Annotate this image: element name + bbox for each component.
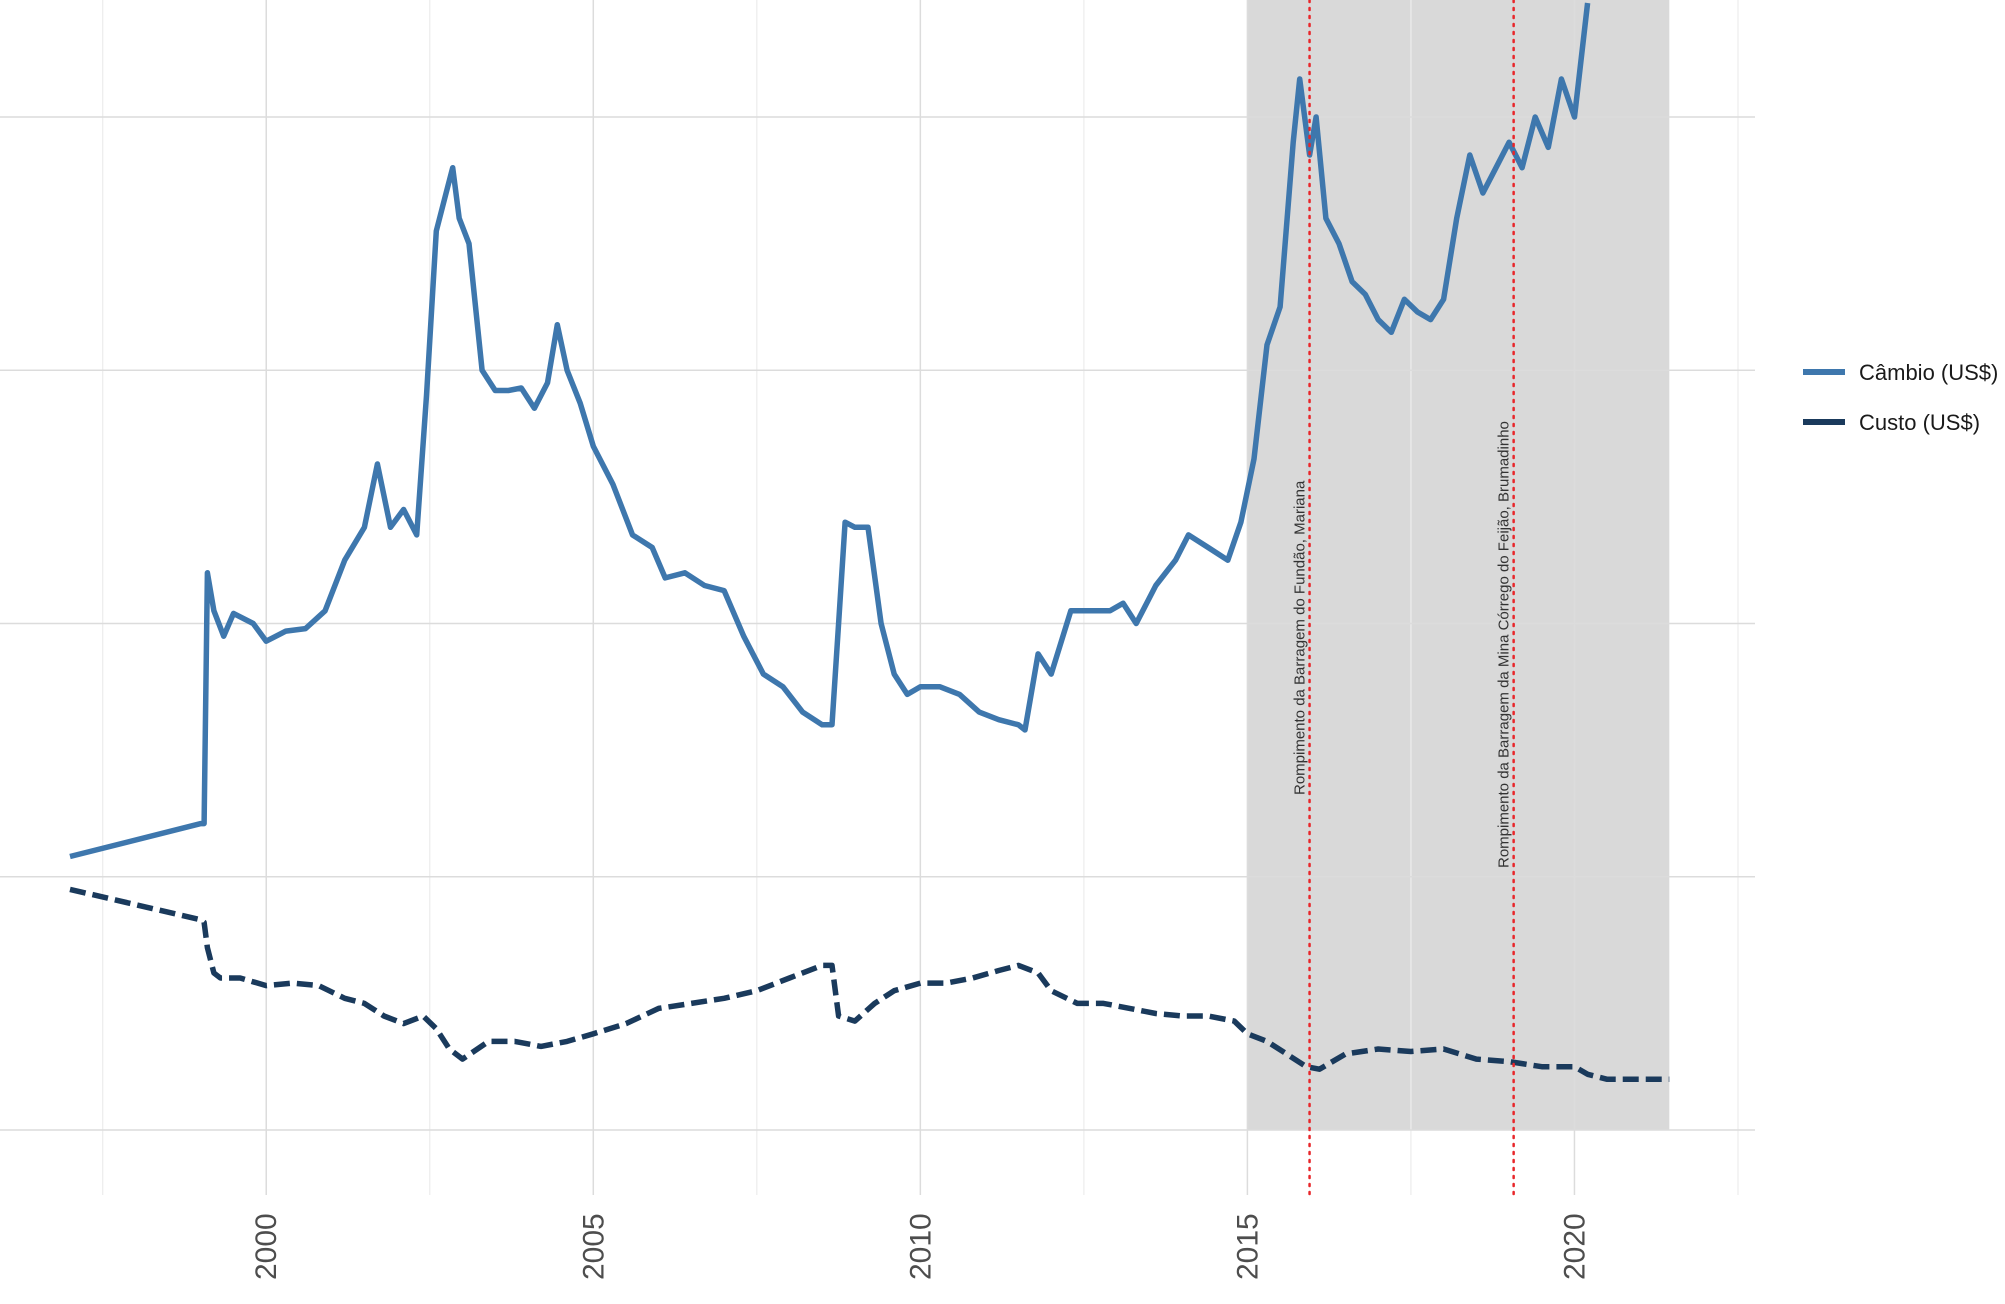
- x-tick-label: 2005: [577, 1213, 610, 1280]
- legend-label: Custo (US$): [1859, 410, 1980, 435]
- legend-item: Custo (US$): [1803, 410, 1980, 435]
- legend-label: Câmbio (US$): [1859, 360, 1998, 385]
- series-layer: [69, 2, 1670, 1083]
- event-annotations-layer: Rompimento da Barragem do Fundão, Marian…: [1292, 421, 1513, 868]
- series-line-cambio: [69, 2, 1591, 860]
- event-annotation: Rompimento da Barragem da Mina Córrego d…: [1496, 421, 1513, 868]
- event-lines-layer: [1308, 0, 1515, 1197]
- minor-grid: [102, 0, 1739, 1195]
- legend: Câmbio (US$) Custo (US$): [1803, 360, 1998, 435]
- x-tick-label: 2000: [250, 1213, 283, 1280]
- x-tick-label: 2010: [904, 1213, 937, 1280]
- major-grid: [0, 0, 1755, 1195]
- x-tick-label: 2020: [1558, 1213, 1591, 1280]
- event-annotation: Rompimento da Barragem do Fundão, Marian…: [1292, 480, 1309, 795]
- x-axis-tick-labels: 2000 2005 2010 2015 2020: [250, 1213, 1591, 1280]
- shaded-period: [1247, 0, 1670, 1130]
- legend-item: Câmbio (US$): [1803, 360, 1998, 385]
- x-tick-label: 2015: [1231, 1213, 1264, 1280]
- shaded-period-layer: [1247, 0, 1670, 1130]
